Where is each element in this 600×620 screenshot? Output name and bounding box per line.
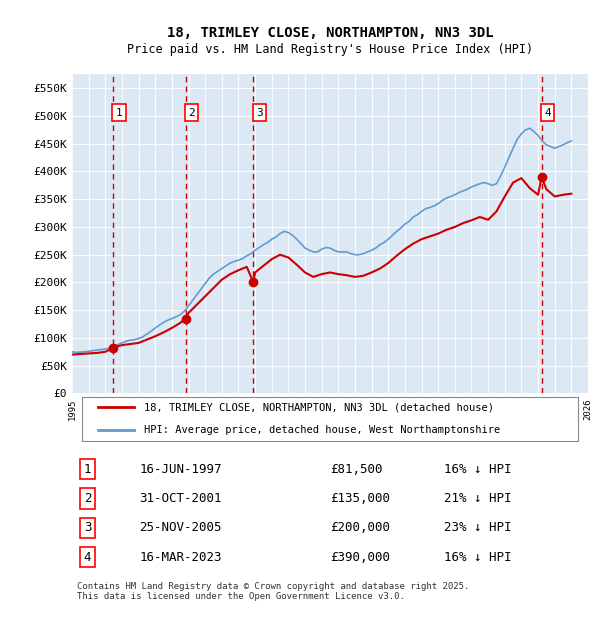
- Text: £200,000: £200,000: [330, 521, 390, 534]
- Text: Price paid vs. HM Land Registry's House Price Index (HPI): Price paid vs. HM Land Registry's House …: [127, 43, 533, 56]
- Text: 1: 1: [115, 108, 122, 118]
- Text: 4: 4: [544, 108, 551, 118]
- Text: 4: 4: [84, 551, 91, 564]
- Text: £135,000: £135,000: [330, 492, 390, 505]
- Text: £390,000: £390,000: [330, 551, 390, 564]
- Text: Contains HM Land Registry data © Crown copyright and database right 2025.
This d: Contains HM Land Registry data © Crown c…: [77, 582, 470, 601]
- Text: 23% ↓ HPI: 23% ↓ HPI: [443, 521, 511, 534]
- Text: 16% ↓ HPI: 16% ↓ HPI: [443, 463, 511, 476]
- Text: 2: 2: [188, 108, 195, 118]
- Text: 2: 2: [84, 492, 91, 505]
- Text: 16% ↓ HPI: 16% ↓ HPI: [443, 551, 511, 564]
- Text: 18, TRIMLEY CLOSE, NORTHAMPTON, NN3 3DL: 18, TRIMLEY CLOSE, NORTHAMPTON, NN3 3DL: [167, 26, 493, 40]
- Text: HPI: Average price, detached house, West Northamptonshire: HPI: Average price, detached house, West…: [144, 425, 500, 435]
- Text: 3: 3: [256, 108, 263, 118]
- Text: 25-NOV-2005: 25-NOV-2005: [139, 521, 221, 534]
- Text: 1: 1: [84, 463, 91, 476]
- Text: 21% ↓ HPI: 21% ↓ HPI: [443, 492, 511, 505]
- Text: 18, TRIMLEY CLOSE, NORTHAMPTON, NN3 3DL (detached house): 18, TRIMLEY CLOSE, NORTHAMPTON, NN3 3DL …: [144, 402, 494, 412]
- Text: £81,500: £81,500: [330, 463, 383, 476]
- Text: 16-JUN-1997: 16-JUN-1997: [139, 463, 221, 476]
- Text: 31-OCT-2001: 31-OCT-2001: [139, 492, 221, 505]
- FancyBboxPatch shape: [82, 397, 578, 441]
- Text: 16-MAR-2023: 16-MAR-2023: [139, 551, 221, 564]
- Text: 3: 3: [84, 521, 91, 534]
